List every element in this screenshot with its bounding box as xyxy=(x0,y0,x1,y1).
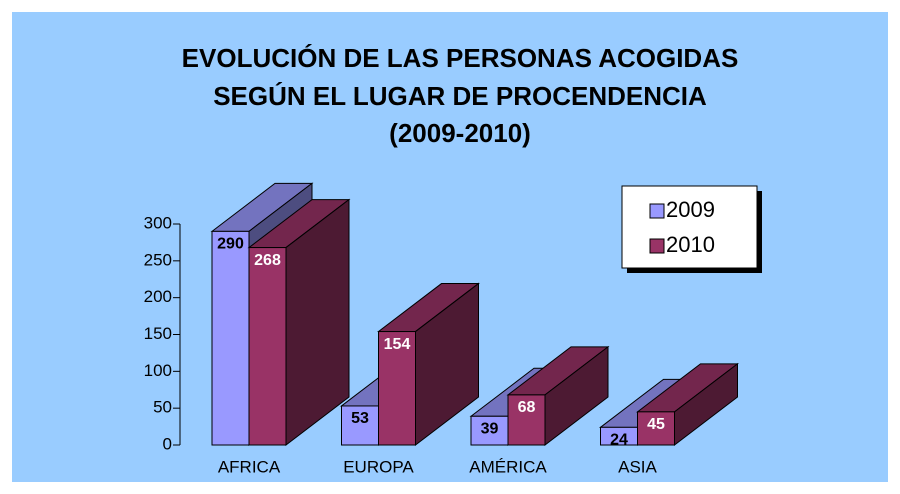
data-label: 45 xyxy=(647,416,665,433)
legend-swatch xyxy=(649,203,665,219)
x-tick-label: EUROPA xyxy=(343,457,414,476)
data-label: 68 xyxy=(518,399,536,416)
y-tick-label: 150 xyxy=(144,324,172,343)
legend xyxy=(621,185,758,269)
y-tick-label: 250 xyxy=(144,250,172,269)
y-tick-label: 200 xyxy=(144,287,172,306)
bar xyxy=(248,247,287,446)
bar xyxy=(507,394,546,446)
bar xyxy=(341,405,379,446)
chart-title: EVOLUCIÓN DE LAS PERSONAS ACOGIDAS xyxy=(182,43,739,73)
data-label: 290 xyxy=(217,236,244,253)
data-label: 39 xyxy=(481,420,499,437)
data-label: 154 xyxy=(384,336,411,353)
x-tick-label: ASIA xyxy=(618,457,657,476)
bar xyxy=(637,411,675,446)
x-tick-label: AMÉRICA xyxy=(469,457,547,476)
legend-swatch xyxy=(649,238,665,254)
data-label: 268 xyxy=(254,252,281,269)
bar xyxy=(211,230,250,446)
chart-title: (2009-2010) xyxy=(389,118,531,148)
y-tick-label: 0 xyxy=(163,434,172,453)
bar xyxy=(378,331,416,446)
legend-label: 2010 xyxy=(666,232,715,257)
y-tick-label: 50 xyxy=(153,398,172,417)
y-tick-label: 100 xyxy=(144,361,172,380)
data-label: 53 xyxy=(351,410,369,427)
legend-label: 2009 xyxy=(666,197,715,222)
y-tick-label: 300 xyxy=(144,213,172,232)
data-label: 24 xyxy=(610,432,628,449)
chart-title: SEGÚN EL LUGAR DE PROCENDENCIA xyxy=(213,81,707,111)
x-tick-label: AFRICA xyxy=(218,457,281,476)
bar xyxy=(470,415,509,446)
